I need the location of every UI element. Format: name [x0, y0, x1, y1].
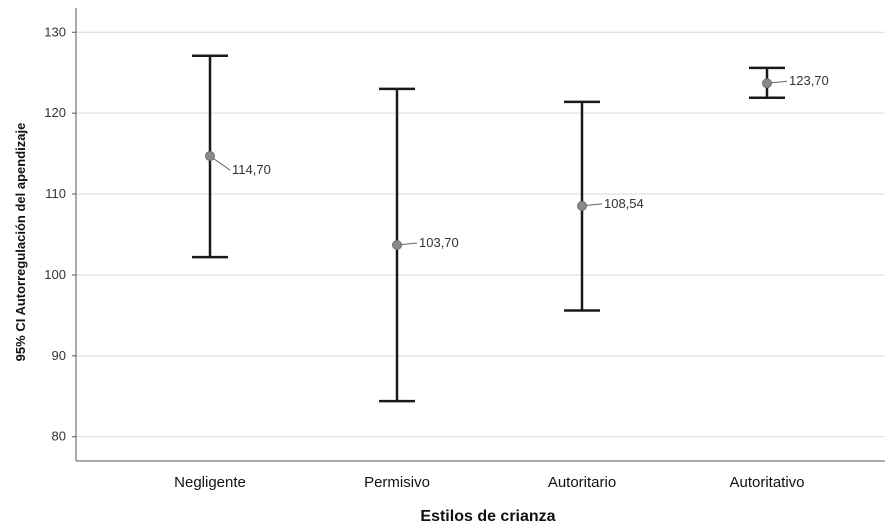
error-bar-group: 103,70 [379, 87, 459, 403]
y-tick-label: 120 [44, 105, 66, 120]
mean-label: 108,54 [604, 196, 644, 211]
y-tick-label: 100 [44, 267, 66, 282]
error-bar-group: 123,70 [749, 66, 829, 100]
y-tick-label: 90 [52, 348, 66, 363]
axes [75, 8, 885, 462]
mean-label: 123,70 [789, 73, 829, 88]
y-tick-labels: 80 90 100 110 120 130 [44, 24, 66, 443]
error-bar-group: 108,54 [564, 100, 644, 312]
y-axis-title: 95% CI Autorregulación del apendizaje [13, 123, 28, 362]
mean-point [577, 200, 587, 211]
x-tick-labels: Negligente Permisivo Autoritario Autoritati… [174, 474, 804, 491]
gridlines [72, 31, 885, 438]
mean-label: 103,70 [419, 235, 459, 250]
x-axis-title: Estilos de crianza [420, 508, 555, 525]
y-tick-label: 110 [45, 186, 66, 201]
x-tick-label: Autoritario [548, 474, 616, 491]
y-tick-label: 80 [52, 429, 66, 444]
x-tick-label: Permisivo [364, 474, 430, 491]
y-tick-label: 130 [44, 24, 66, 39]
mean-point [762, 78, 772, 89]
mean-label: 114,70 [232, 162, 271, 177]
error-bars: 114,70 103,70 108,54 123,70 [192, 54, 829, 403]
x-tick-label: Negligente [174, 474, 246, 491]
mean-point [392, 240, 402, 251]
x-tick-label: Autoritativo [729, 474, 804, 491]
mean-point [205, 151, 215, 162]
error-bar-group: 114,70 [192, 54, 271, 259]
